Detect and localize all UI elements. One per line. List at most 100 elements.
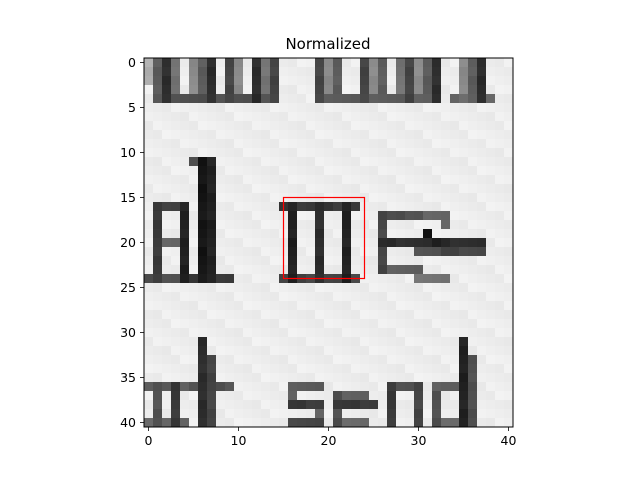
heatmap-cell — [288, 319, 297, 328]
heatmap-cell — [504, 193, 513, 202]
heatmap-cell — [144, 85, 153, 94]
heatmap-cell — [324, 76, 333, 85]
heatmap-cell — [306, 238, 315, 247]
heatmap-cell — [315, 211, 324, 220]
heatmap-cell — [387, 355, 396, 364]
heatmap-cell — [225, 211, 234, 220]
heatmap-cell — [144, 346, 153, 355]
heatmap-cell — [324, 67, 333, 76]
heatmap-cell — [306, 355, 315, 364]
heatmap-cell — [504, 94, 513, 103]
heatmap-cell — [387, 85, 396, 94]
heatmap-cell — [144, 238, 153, 247]
heatmap-cell — [324, 220, 333, 229]
heatmap-cell — [162, 121, 171, 130]
heatmap-cell — [279, 175, 288, 184]
heatmap-cell — [423, 202, 432, 211]
heatmap-cell — [450, 157, 459, 166]
heatmap-cell — [333, 409, 342, 418]
heatmap-cell — [279, 112, 288, 121]
heatmap-cell — [369, 157, 378, 166]
heatmap-cell — [162, 175, 171, 184]
heatmap-cell — [351, 247, 360, 256]
heatmap-cell — [477, 409, 486, 418]
heatmap-cell — [495, 319, 504, 328]
heatmap-cell — [342, 184, 351, 193]
heatmap-cell — [171, 391, 180, 400]
heatmap-cell — [261, 76, 270, 85]
heatmap-cell — [153, 67, 162, 76]
heatmap-cell — [252, 400, 261, 409]
heatmap-cell — [405, 256, 414, 265]
heatmap-image — [144, 58, 513, 427]
heatmap-cell — [243, 202, 252, 211]
heatmap-cell — [504, 409, 513, 418]
heatmap-cell — [297, 319, 306, 328]
heatmap-cell — [315, 319, 324, 328]
heatmap-cell — [414, 148, 423, 157]
heatmap-cell — [153, 157, 162, 166]
heatmap-cell — [378, 238, 387, 247]
heatmap-cell — [288, 202, 297, 211]
heatmap-cell — [378, 175, 387, 184]
heatmap-cell — [369, 94, 378, 103]
heatmap-cell — [243, 130, 252, 139]
heatmap-cell — [216, 76, 225, 85]
heatmap-cell — [405, 382, 414, 391]
heatmap-cell — [369, 274, 378, 283]
heatmap-cell — [369, 247, 378, 256]
heatmap-cell — [144, 355, 153, 364]
heatmap-cell — [153, 148, 162, 157]
heatmap-cell — [504, 283, 513, 292]
heatmap-cell — [189, 319, 198, 328]
heatmap-cell — [153, 184, 162, 193]
heatmap-cell — [378, 220, 387, 229]
heatmap-cell — [144, 382, 153, 391]
heatmap-cell — [495, 391, 504, 400]
heatmap-cell — [252, 247, 261, 256]
heatmap-cell — [450, 166, 459, 175]
heatmap-cell — [405, 346, 414, 355]
heatmap-cell — [486, 103, 495, 112]
heatmap-cell — [171, 310, 180, 319]
heatmap-cell — [360, 418, 369, 427]
heatmap-cell — [360, 400, 369, 409]
heatmap-cell — [270, 274, 279, 283]
heatmap-cell — [405, 193, 414, 202]
heatmap-cell — [153, 166, 162, 175]
heatmap-cell — [333, 94, 342, 103]
heatmap-cell — [441, 391, 450, 400]
heatmap-cell — [486, 292, 495, 301]
heatmap-cell — [234, 283, 243, 292]
heatmap-cell — [198, 373, 207, 382]
heatmap-cell — [243, 310, 252, 319]
heatmap-cell — [360, 130, 369, 139]
heatmap-cell — [153, 265, 162, 274]
heatmap-cell — [351, 166, 360, 175]
heatmap-cell — [180, 193, 189, 202]
heatmap-cell — [261, 238, 270, 247]
heatmap-cell — [459, 229, 468, 238]
heatmap-cell — [477, 319, 486, 328]
heatmap-cell — [234, 292, 243, 301]
heatmap-cell — [207, 157, 216, 166]
heatmap-cell — [225, 184, 234, 193]
heatmap-cell — [288, 373, 297, 382]
heatmap-cell — [171, 400, 180, 409]
heatmap-cell — [414, 103, 423, 112]
heatmap-cell — [441, 337, 450, 346]
heatmap-cell — [378, 139, 387, 148]
heatmap-cell — [216, 346, 225, 355]
heatmap-cell — [288, 265, 297, 274]
heatmap-cell — [504, 256, 513, 265]
heatmap-cell — [441, 139, 450, 148]
heatmap-cell — [324, 391, 333, 400]
heatmap-cell — [261, 391, 270, 400]
heatmap-cell — [252, 148, 261, 157]
heatmap-cell — [297, 256, 306, 265]
heatmap-cell — [315, 418, 324, 427]
heatmap-cell — [441, 229, 450, 238]
heatmap-cell — [306, 229, 315, 238]
heatmap-cell — [279, 85, 288, 94]
heatmap-cell — [189, 256, 198, 265]
